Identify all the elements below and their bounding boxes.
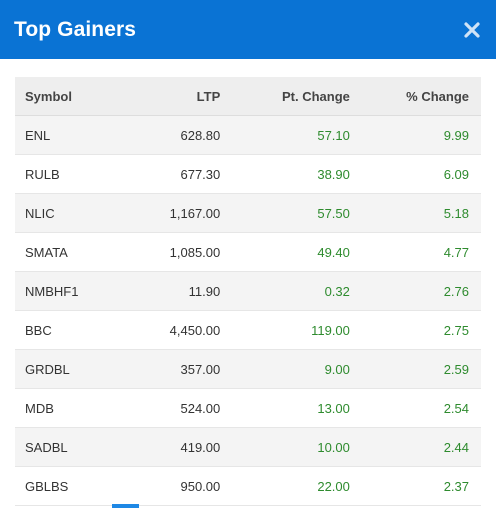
symbol-cell: BBC [15,310,143,350]
pt-change-cell: 38.90 [220,154,350,194]
ltp-cell: 357.00 [142,349,221,389]
table-row[interactable]: GRDBL 357.00 9.00 2.59 [15,349,481,389]
symbol-cell: RULB [15,154,143,194]
ltp-cell: 1,167.00 [142,193,221,233]
ltp-cell: 628.80 [142,115,221,155]
pct-change-cell: 6.09 [349,154,481,194]
pct-change-cell: 5.18 [349,193,481,233]
ltp-cell: 950.00 [142,466,221,506]
pt-change-cell: 13.00 [220,388,350,428]
pct-change-cell: 2.59 [349,349,481,389]
symbol-cell: ENL [15,115,143,155]
pct-change-cell: 4.77 [349,232,481,272]
modal-header: Top Gainers [0,0,496,59]
column-header-ltp[interactable]: LTP [142,77,221,116]
pct-change-cell: 9.99 [349,115,481,155]
symbol-cell: NLIC [15,193,143,233]
pct-change-cell: 2.37 [349,466,481,506]
column-header-pct-change[interactable]: % Change [349,77,481,116]
pt-change-cell: 9.00 [220,349,350,389]
table-row[interactable]: BBC 4,450.00 119.00 2.75 [15,310,481,350]
table-row[interactable]: NMBHF1 11.90 0.32 2.76 [15,271,481,311]
pct-change-cell: 2.76 [349,271,481,311]
scroll-indicator[interactable] [112,504,139,508]
symbol-cell: SMATA [15,232,143,272]
pt-change-cell: 57.50 [220,193,350,233]
table-header-row: Symbol LTP Pt. Change % Change [15,77,481,116]
ltp-cell: 677.30 [142,154,221,194]
table-row[interactable]: SADBL 419.00 10.00 2.44 [15,427,481,467]
close-icon[interactable] [462,20,482,40]
symbol-cell: GBLBS [15,466,143,506]
gainers-table: Symbol LTP Pt. Change % Change ENL 628.80… [15,77,481,506]
column-header-symbol[interactable]: Symbol [15,77,143,116]
pt-change-cell: 49.40 [220,232,350,272]
pct-change-cell: 2.54 [349,388,481,428]
pt-change-cell: 10.00 [220,427,350,467]
pt-change-cell: 22.00 [220,466,350,506]
table-row[interactable]: RULB 677.30 38.90 6.09 [15,154,481,194]
ltp-cell: 524.00 [142,388,221,428]
pt-change-cell: 119.00 [220,310,350,350]
ltp-cell: 11.90 [142,271,221,311]
modal-title: Top Gainers [14,17,137,41]
pt-change-cell: 57.10 [220,115,350,155]
pct-change-cell: 2.44 [349,427,481,467]
pt-change-cell: 0.32 [220,271,350,311]
ltp-cell: 419.00 [142,427,221,467]
table-row[interactable]: MDB 524.00 13.00 2.54 [15,388,481,428]
ltp-cell: 4,450.00 [142,310,221,350]
symbol-cell: NMBHF1 [15,271,143,311]
symbol-cell: GRDBL [15,349,143,389]
pct-change-cell: 2.75 [349,310,481,350]
symbol-cell: MDB [15,388,143,428]
table-row[interactable]: NLIC 1,167.00 57.50 5.18 [15,193,481,233]
symbol-cell: SADBL [15,427,143,467]
table-row[interactable]: ENL 628.80 57.10 9.99 [15,115,481,155]
ltp-cell: 1,085.00 [142,232,221,272]
column-header-pt-change[interactable]: Pt. Change [220,77,350,116]
table-row[interactable]: SMATA 1,085.00 49.40 4.77 [15,232,481,272]
table-row[interactable]: GBLBS 950.00 22.00 2.37 [15,466,481,506]
